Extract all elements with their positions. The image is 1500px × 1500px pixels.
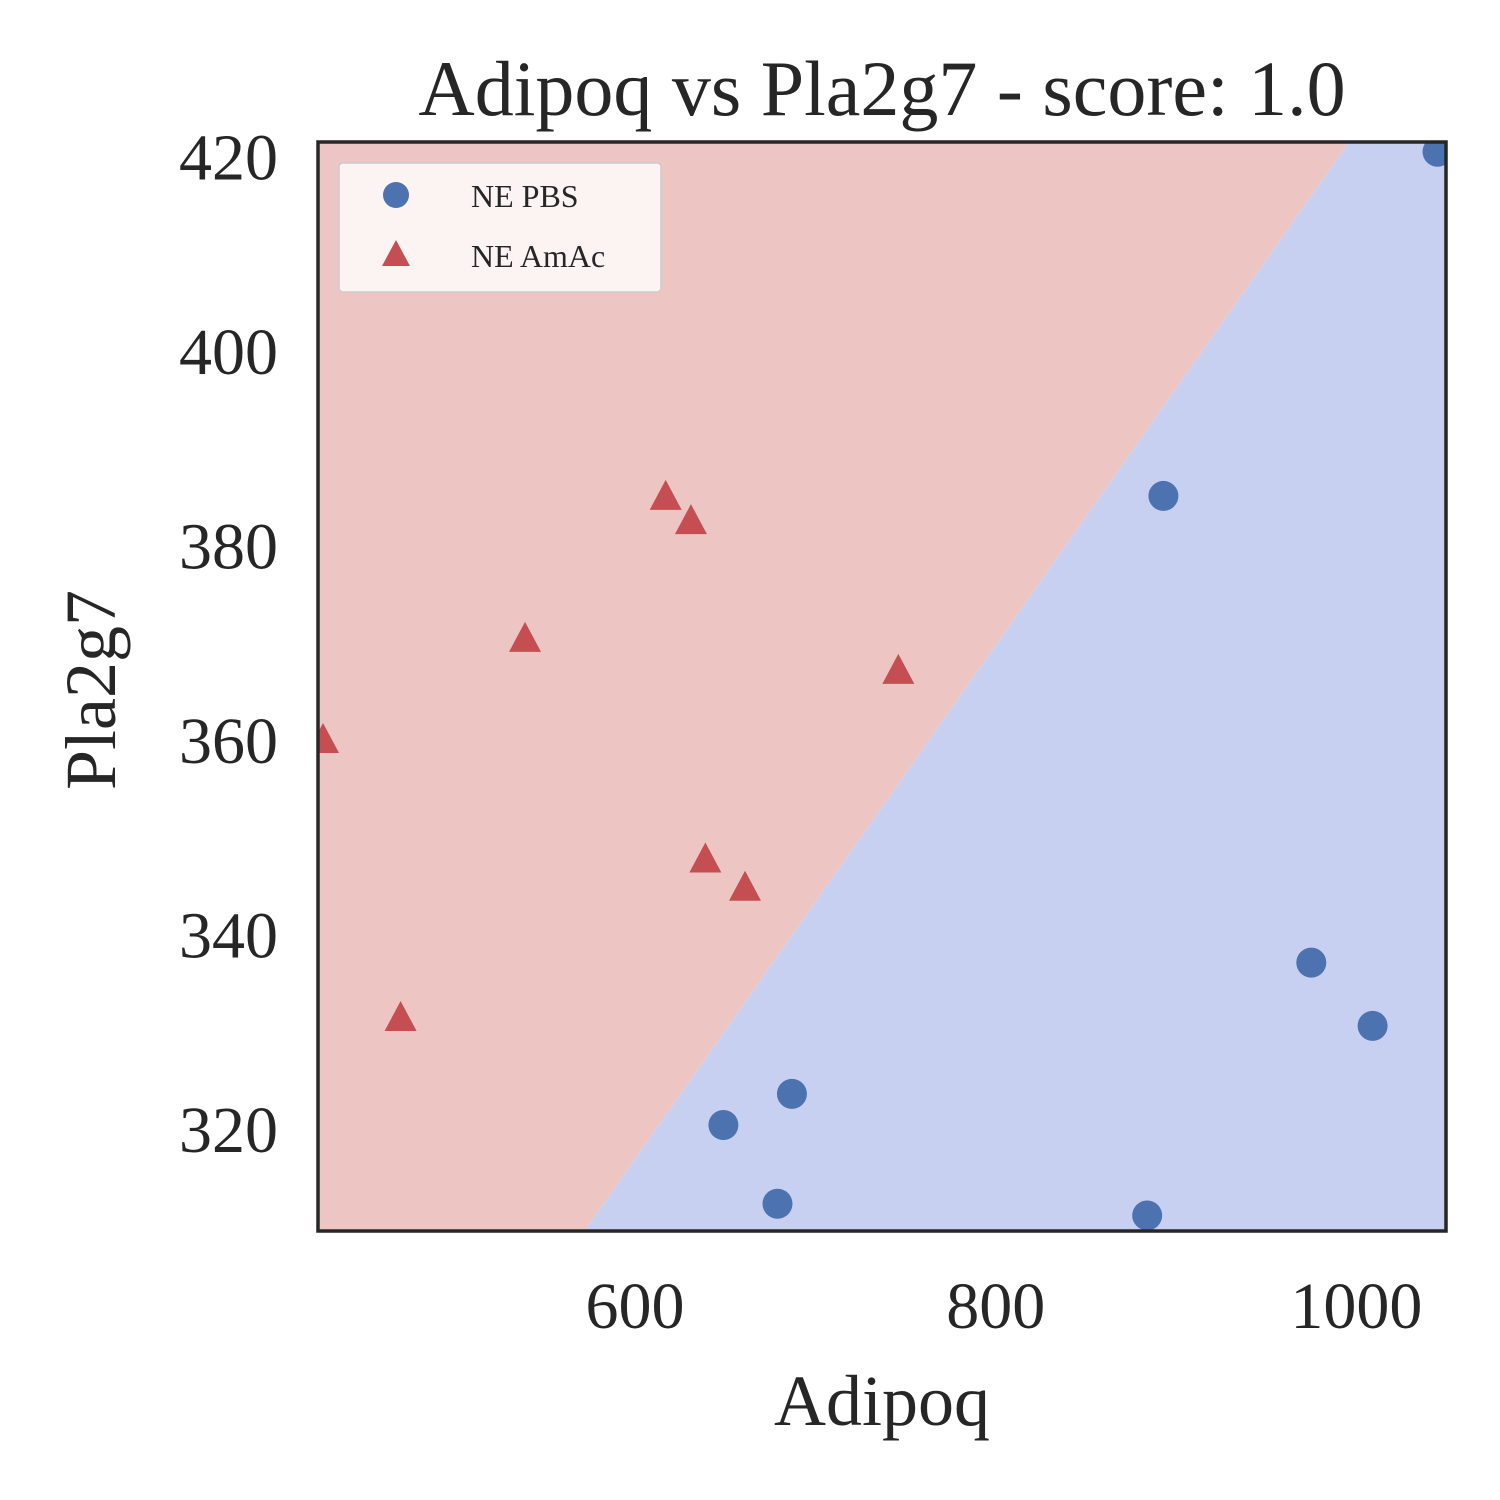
point-ne-amac — [882, 653, 915, 684]
x-axis-ticks: 600 800 1000 — [586, 1270, 1423, 1343]
point-ne-amac — [649, 479, 682, 510]
y-tick-label: 320 — [179, 1094, 278, 1167]
plot-frame — [316, 140, 1448, 1233]
x-tick-label: 600 — [586, 1270, 685, 1343]
decision-region-pbs — [584, 142, 1446, 1231]
point-ne-pbs — [776, 1078, 807, 1109]
point-ne-amac — [689, 842, 722, 873]
legend-label-ne-amac: NE AmAc — [471, 238, 605, 274]
point-ne-pbs — [708, 1110, 739, 1141]
legend-marker-ne-amac — [382, 240, 410, 266]
point-ne-amac — [318, 722, 340, 753]
legend: NE PBS NE AmAc — [338, 162, 662, 293]
y-tick-label: 360 — [179, 705, 278, 778]
x-tick-label: 800 — [946, 1270, 1045, 1343]
point-ne-pbs — [1148, 480, 1179, 511]
plot-area — [318, 142, 1446, 1231]
legend-box — [338, 162, 662, 293]
y-axis-label: Pla2g7 — [51, 590, 131, 790]
point-ne-pbs — [1357, 1010, 1388, 1041]
y-tick-label: 400 — [179, 316, 278, 389]
point-ne-amac — [384, 1001, 417, 1032]
point-ne-pbs — [1296, 947, 1327, 978]
y-axis-ticks: 320 340 360 380 400 420 — [179, 122, 278, 1167]
legend-marker-ne-pbs — [383, 182, 409, 208]
y-tick-label: 380 — [179, 511, 278, 584]
chart-title: Adipoq vs Pla2g7 - score: 1.0 — [418, 45, 1345, 132]
x-axis-label: Adipoq — [774, 1361, 990, 1441]
point-ne-pbs — [762, 1188, 793, 1219]
point-ne-amac — [509, 621, 542, 652]
point-ne-amac — [729, 870, 762, 901]
y-tick-label: 420 — [179, 122, 278, 195]
legend-label-ne-pbs: NE PBS — [471, 178, 579, 214]
y-tick-label: 340 — [179, 899, 278, 972]
point-ne-pbs — [1422, 142, 1446, 167]
point-ne-amac — [674, 504, 707, 535]
point-ne-pbs — [1132, 1200, 1163, 1231]
x-tick-label: 1000 — [1290, 1270, 1422, 1343]
decision-region-amac — [318, 142, 1350, 1231]
data-points — [318, 142, 1446, 1231]
